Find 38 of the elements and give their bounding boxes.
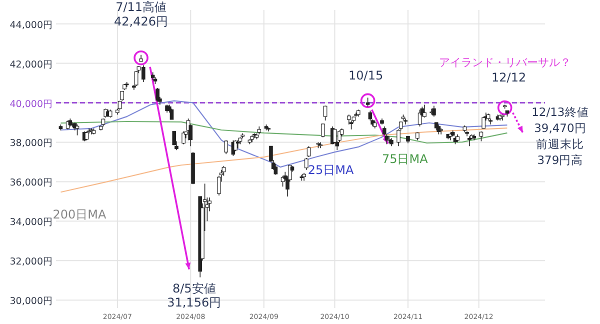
y-tick-label: 34,000円 [10,217,53,228]
annotation: 39,470円 [534,121,586,136]
candlestick [404,118,408,125]
annotation: 25日MA [308,163,354,178]
annotation: 10/15 [348,68,384,83]
candlestick [224,140,228,154]
y-tick-label: 32,000円 [10,256,53,268]
candlestick [304,158,308,170]
annotation: 前週末比 [536,137,584,152]
candlestick [432,105,436,117]
candlestick [236,140,240,149]
annotation: 7/11高値 42,426円 [114,0,168,28]
y-tick-label: 38,000円 [10,138,53,150]
annotation: 379円高 [537,153,584,168]
y-tick-label: 36,000円 [10,178,53,189]
line-series [60,120,508,144]
candlestick [366,97,370,108]
candlestick [468,136,472,147]
candlestick [156,88,160,102]
candlestick [439,128,443,135]
candlestick [323,105,328,121]
annotation: 12/13終値 [532,105,589,120]
y-tick-label: 40,000円 [10,98,53,110]
annotation: 200日MA [52,208,107,222]
candlestick [321,123,325,138]
y-tick-label: 44,000円 [10,20,53,31]
annotation: 8/5安値 31,156円 [167,281,222,310]
annotation: 75日MA [382,152,429,166]
candlestick [306,146,311,158]
candlestick [274,164,278,176]
y-tick-label: 30,000円 [10,296,53,308]
annotation: 12/12 [492,70,526,85]
line-series [60,127,508,193]
candlestick [172,130,176,146]
candlestick [387,136,391,144]
annotation: アイランド・リバーサル？ [439,56,571,69]
y-tick-label: 42,000円 [10,59,53,70]
candlestick [170,108,174,120]
